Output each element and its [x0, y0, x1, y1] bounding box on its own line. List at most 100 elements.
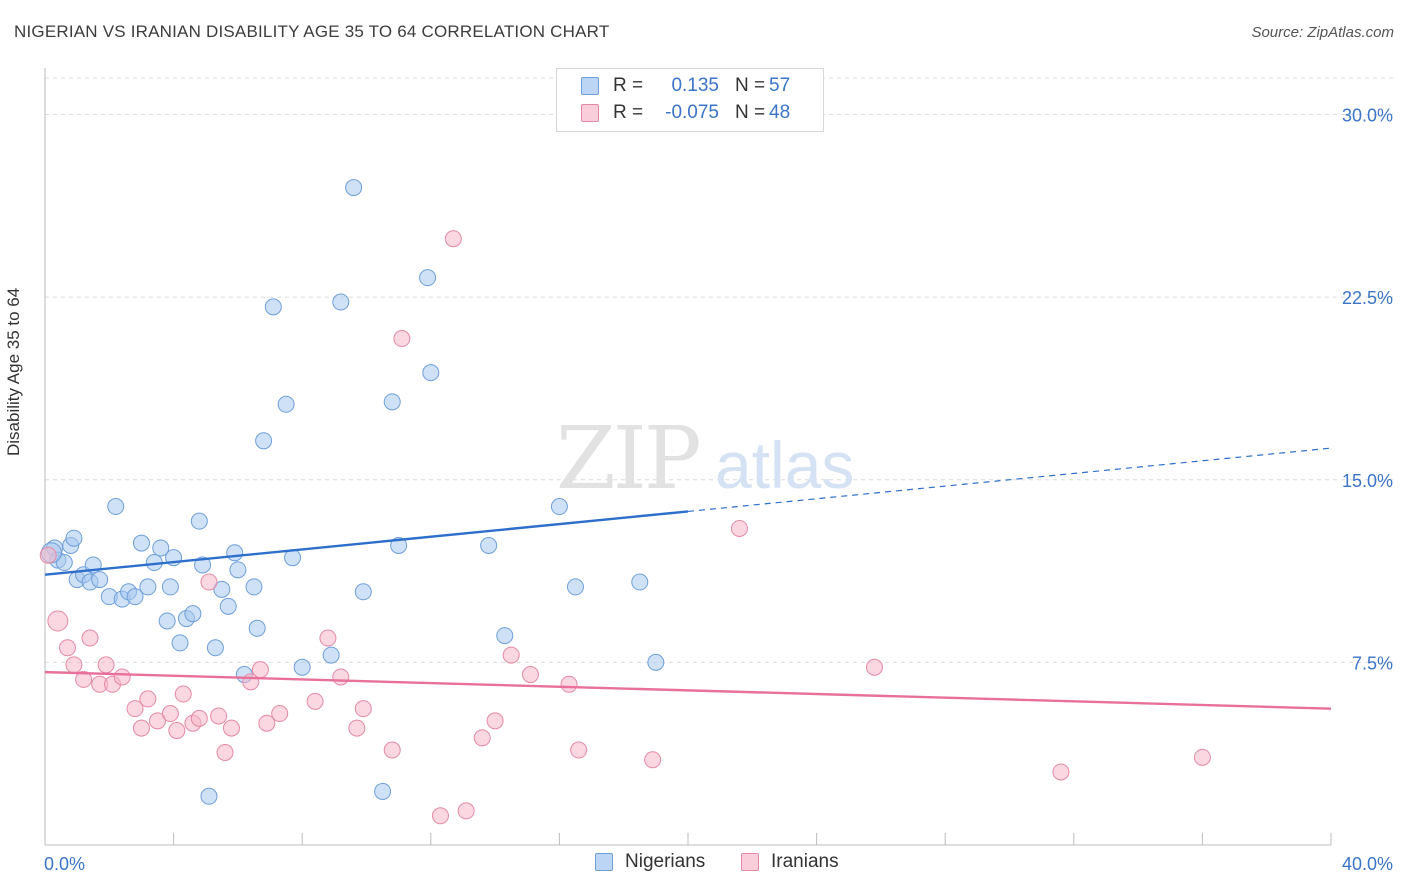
nigerian-point — [171, 634, 189, 652]
nigerian-point — [390, 537, 408, 555]
nigerian-point — [647, 653, 665, 671]
iranian-point — [306, 692, 324, 710]
iranian-point — [149, 712, 167, 730]
iranian-point — [457, 802, 475, 820]
iranian-point — [174, 685, 192, 703]
iranian-point — [168, 722, 186, 740]
iranian-point — [570, 741, 588, 759]
iranian-point — [271, 705, 289, 723]
chart-source: Source: ZipAtlas.com — [1251, 24, 1394, 41]
correlation-legend: R = 0.135 N = 57 R = -0.075 N = 48 — [556, 68, 824, 132]
legend-swatch-iranians — [741, 853, 759, 871]
nigerian-point — [496, 627, 514, 645]
y-tick-label: 15.0% — [1342, 471, 1393, 491]
legend-n-value: 48 — [769, 102, 791, 123]
nigerian-point — [229, 561, 247, 579]
iranian-point — [319, 629, 337, 647]
iranian-point — [97, 656, 115, 674]
nigerian-point — [190, 512, 208, 530]
iranian-point — [190, 709, 208, 727]
iranian-point — [730, 519, 748, 537]
iranian-point — [486, 712, 504, 730]
iranian-point — [348, 719, 366, 737]
nigerian-point — [383, 393, 401, 411]
legend-item-nigerians[interactable]: Nigerians — [595, 851, 705, 873]
x-tick-label-min: 0.0% — [44, 854, 85, 874]
nigerian-point — [91, 571, 109, 589]
x-tick-label-max: 40.0% — [1342, 854, 1393, 874]
nigerian-point — [206, 639, 224, 657]
y-tick-label: 22.5% — [1342, 288, 1393, 308]
iranian-point — [383, 741, 401, 759]
nigerian-point — [293, 658, 311, 676]
iranian-point — [393, 330, 411, 348]
iranian-point — [258, 714, 276, 732]
legend-item-iranians[interactable]: Iranians — [741, 851, 839, 873]
chart-title: NIGERIAN VS IRANIAN DISABILITY AGE 35 TO… — [14, 22, 610, 41]
nigerian-point — [374, 782, 392, 800]
nigerian-point — [248, 619, 266, 637]
nigerian-point — [126, 588, 144, 606]
nigerian-point — [322, 646, 340, 664]
iranian-point — [47, 610, 69, 632]
iranian-point — [431, 807, 449, 825]
iranian-point — [65, 656, 83, 674]
nigerian-point — [245, 578, 263, 596]
nigerian-point — [200, 787, 218, 805]
iranian-point — [865, 658, 883, 676]
y-tick-label: 30.0% — [1342, 106, 1393, 126]
legend-label-nigerians: Nigerians — [625, 851, 706, 872]
iranian-point — [354, 700, 372, 718]
nigerian-point — [184, 605, 202, 623]
legend-r-value: -0.075 — [665, 102, 719, 123]
legend-r-label: R = — [613, 75, 644, 96]
iranian-point — [113, 668, 131, 686]
nigerian-point — [264, 298, 282, 316]
iranian-point — [39, 546, 57, 564]
y-axis-title: Disability Age 35 to 64 — [4, 287, 23, 456]
nigerian-point — [219, 597, 237, 615]
nigerian-point — [65, 529, 83, 547]
y-tick-label: 7.5% — [1352, 653, 1393, 673]
nigerian-point — [422, 364, 440, 382]
iranian-point — [161, 705, 179, 723]
nigerian-point — [152, 539, 170, 557]
legend-swatch-nigerians — [595, 853, 613, 871]
nigerian-point — [480, 537, 498, 555]
nigerian-point — [419, 269, 437, 287]
iranian-point — [222, 719, 240, 737]
nigerian-point — [194, 556, 212, 574]
iranian-point — [473, 729, 491, 747]
legend-row-nigerians: R = 0.135 N = 57 — [581, 73, 790, 99]
nigerian-point — [277, 395, 295, 413]
nigerian-point — [631, 573, 649, 591]
legend-r-label: R = — [613, 102, 644, 123]
nigerian-point — [354, 583, 372, 601]
iranian-point — [1052, 763, 1070, 781]
nigerian-point — [158, 612, 176, 630]
iranian-point — [81, 629, 99, 647]
iranian-point — [139, 690, 157, 708]
nigerian-point — [139, 578, 157, 596]
nigerian-trend-line — [44, 510, 689, 576]
nigerian-point — [161, 578, 179, 596]
iranian-point — [560, 675, 578, 693]
legend-n-label: N = — [735, 75, 766, 96]
series-legend: Nigerians Iranians — [0, 851, 1406, 877]
nigerian-point — [213, 580, 231, 598]
legend-label-iranians: Iranians — [771, 851, 839, 872]
iranian-point — [332, 668, 350, 686]
nigerian-point — [132, 534, 150, 552]
iranian-point — [59, 639, 77, 657]
iranian-point — [1193, 748, 1211, 766]
legend-swatch-nigerians — [581, 77, 599, 95]
iranian-point — [200, 573, 218, 591]
watermark-zip: ZIP — [556, 409, 699, 509]
iranian-trend-line — [44, 670, 1332, 710]
nigerian-point — [226, 544, 244, 562]
legend-swatch-iranians — [581, 104, 599, 122]
nigerian-point — [550, 498, 568, 516]
legend-n-label: N = — [735, 102, 766, 123]
legend-r-value: 0.135 — [671, 75, 719, 96]
